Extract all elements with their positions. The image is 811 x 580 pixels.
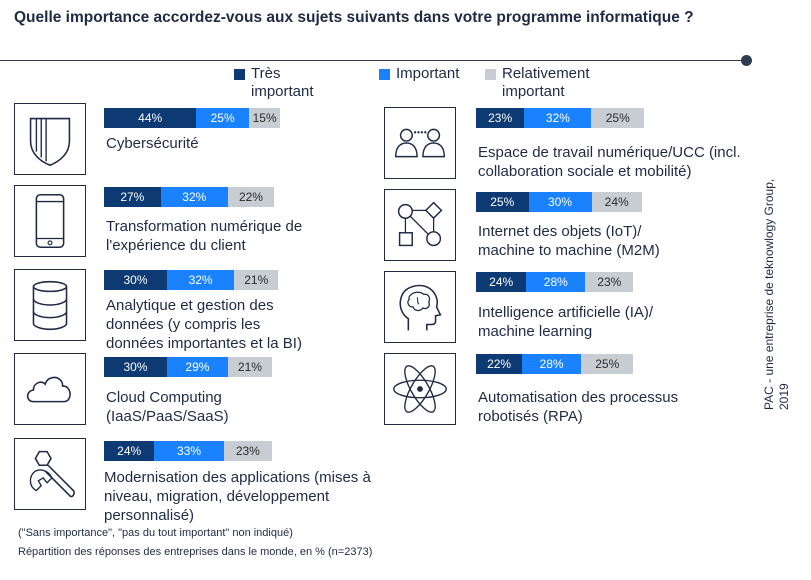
legend-swatch bbox=[379, 69, 390, 80]
category-label: Modernisation des applications (mises à … bbox=[104, 469, 371, 524]
segment-important: 32% bbox=[524, 108, 592, 128]
chart-note: ("Sans importance", "pas du tout importa… bbox=[18, 527, 293, 539]
brain-head-icon bbox=[384, 271, 456, 343]
segment-relativement-important: 23% bbox=[223, 441, 272, 461]
category-label: Analytique et gestion des données (y com… bbox=[106, 297, 302, 352]
legend-label: Important bbox=[396, 65, 460, 82]
iot-flow-icon bbox=[384, 189, 456, 261]
stacked-bar: 23% 32% 25% bbox=[476, 108, 644, 128]
segment-relativement-important: 21% bbox=[234, 270, 279, 290]
atom-icon bbox=[384, 353, 456, 425]
header-divider-dot bbox=[741, 55, 752, 66]
chart-title: Quelle importance accordez-vous aux suje… bbox=[14, 9, 694, 26]
stacked-bar: 25% 30% 24% bbox=[476, 192, 642, 212]
segment-relativement-important: 23% bbox=[585, 272, 634, 292]
segment-relativement-important: 21% bbox=[227, 357, 272, 377]
segment-important: 30% bbox=[528, 192, 592, 212]
source-credit: PAC - une entreprise de teknowlogy Group… bbox=[762, 178, 791, 410]
chart-footnote: Répartition des réponses des entreprises… bbox=[18, 546, 373, 558]
legend-label: Relativement important bbox=[502, 65, 590, 100]
category-label: Transformation numérique de l'expérience… bbox=[106, 218, 303, 254]
segment-tres-important: 44% bbox=[104, 108, 197, 128]
segment-important: 28% bbox=[522, 354, 581, 374]
segment-tres-important: 24% bbox=[104, 441, 155, 461]
category-label: Internet des objets (IoT)/ machine to ma… bbox=[478, 223, 660, 259]
database-icon bbox=[14, 269, 86, 341]
segment-important: 33% bbox=[154, 441, 224, 461]
stacked-bar: 27% 32% 22% bbox=[104, 187, 275, 207]
stacked-bar: 30% 32% 21% bbox=[104, 270, 279, 290]
category-label: Intelligence artificielle (IA)/ machine … bbox=[478, 304, 654, 340]
category-label: Espace de travail numérique/UCC (incl. c… bbox=[478, 144, 741, 180]
legend-label: Très important bbox=[251, 65, 314, 100]
stacked-bar: 22% 28% 25% bbox=[476, 354, 634, 374]
segment-relativement-important: 24% bbox=[591, 192, 642, 212]
wrench-icon bbox=[14, 438, 86, 510]
segment-relativement-important: 15% bbox=[248, 108, 281, 128]
legend-item-important: Important bbox=[379, 65, 459, 83]
segment-tres-important: 22% bbox=[476, 354, 523, 374]
category-label: Cybersécurité bbox=[106, 135, 199, 152]
segment-tres-important: 24% bbox=[476, 272, 527, 292]
stacked-bar: 44% 25% 15% bbox=[104, 108, 281, 128]
segment-relativement-important: 25% bbox=[580, 354, 634, 374]
shield-icon bbox=[14, 103, 86, 175]
legend-swatch bbox=[234, 69, 245, 80]
segment-important: 28% bbox=[526, 272, 586, 292]
stacked-bar: 24% 28% 23% bbox=[476, 272, 634, 292]
segment-important: 25% bbox=[196, 108, 249, 128]
smartphone-icon bbox=[14, 185, 86, 257]
segment-tres-important: 27% bbox=[104, 187, 161, 207]
header-divider bbox=[0, 60, 746, 61]
people-chat-icon bbox=[384, 107, 456, 179]
segment-tres-important: 25% bbox=[476, 192, 529, 212]
stacked-bar: 24% 33% 23% bbox=[104, 441, 272, 461]
segment-tres-important: 30% bbox=[104, 357, 167, 377]
segment-important: 32% bbox=[167, 270, 235, 290]
cloud-icon bbox=[14, 353, 86, 425]
segment-tres-important: 23% bbox=[476, 108, 525, 128]
category-label: Automatisation des processus robotisés (… bbox=[478, 389, 679, 425]
category-label: Cloud Computing (IaaS/PaaS/SaaS) bbox=[106, 389, 229, 425]
segment-tres-important: 30% bbox=[104, 270, 167, 290]
segment-important: 32% bbox=[160, 187, 228, 207]
legend-item-relativement-important: Relativement important bbox=[485, 65, 615, 101]
segment-relativement-important: 22% bbox=[227, 187, 275, 207]
segment-important: 29% bbox=[167, 357, 228, 377]
stacked-bar: 30% 29% 21% bbox=[104, 357, 272, 377]
legend-item-tres-important: Très important bbox=[234, 65, 314, 101]
segment-relativement-important: 25% bbox=[591, 108, 644, 128]
legend-swatch bbox=[485, 69, 496, 80]
